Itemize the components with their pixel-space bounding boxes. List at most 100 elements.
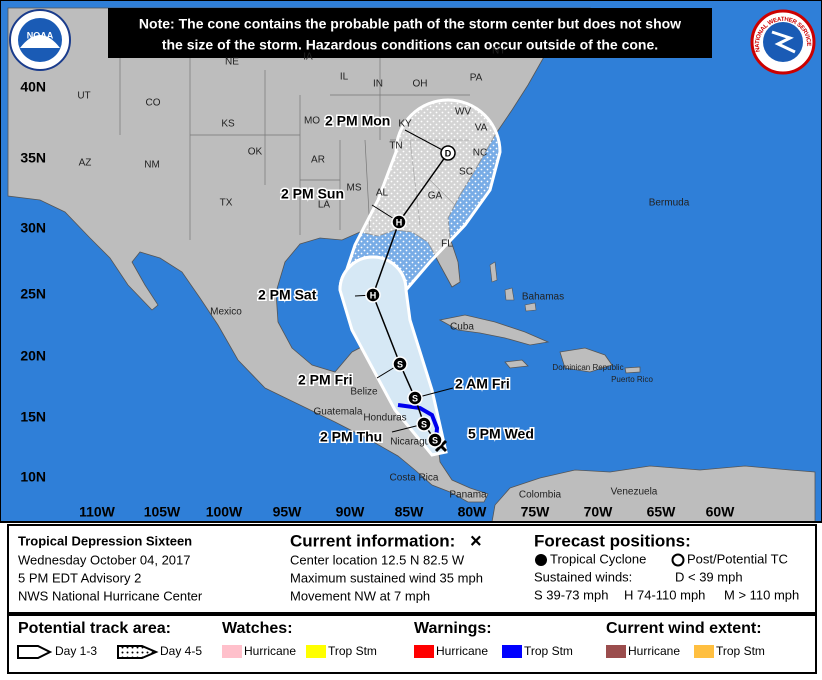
place-label: PA: [470, 73, 483, 84]
nws-logo: [750, 9, 816, 75]
longitude-label: 95W: [273, 504, 303, 520]
track-time-label: 5 PM Wed: [468, 426, 534, 442]
land-south-america: [491, 465, 816, 523]
day-4-5-icon: [117, 645, 159, 659]
place-label: LA: [318, 200, 331, 211]
wind-item: Hurricane: [628, 644, 680, 658]
x-mark: [434, 439, 448, 453]
track-marker-letter: H: [396, 217, 403, 227]
latitude-label: 15N: [20, 409, 46, 425]
place-label: NM: [144, 160, 160, 171]
advisory-date: Wednesday October 04, 2017: [18, 552, 191, 567]
storm-name: Tropical Depression Sixteen: [18, 533, 192, 548]
track-time-label: 2 PM Sun: [281, 186, 344, 202]
latitude-label: 35N: [20, 150, 46, 166]
track-time-label: 2 PM Fri: [298, 372, 352, 388]
track-marker-letter: S: [421, 419, 427, 429]
place-label: MS: [347, 183, 362, 194]
day-4-5-label: Day 4-5: [160, 644, 202, 658]
place-label: Bermuda: [649, 198, 690, 209]
latitude-label: 20N: [20, 348, 46, 364]
track-time-label: 2 PM Sun: [281, 186, 344, 202]
warnings-item: Trop Stm: [524, 644, 573, 658]
wind-item: Trop Stm: [716, 644, 765, 658]
track-marker: [407, 390, 423, 406]
current-line: Movement NW at 7 mph: [290, 588, 430, 603]
track-time-label: 2 AM Fri: [455, 376, 510, 392]
place-label: Guatemala: [314, 407, 363, 418]
place-label: Panama: [449, 490, 487, 501]
longitude-label: 85W: [395, 504, 425, 520]
track-time-label: 2 PM Sat: [258, 287, 317, 303]
info-box: [7, 524, 817, 614]
wind-title: Current wind extent:: [606, 620, 762, 637]
track-marker: [427, 432, 443, 448]
hurricane-warning-swatch: [414, 645, 434, 658]
current-title: Current information:: [290, 531, 455, 550]
place-label: AR: [311, 155, 325, 166]
land-hispaniola: [559, 347, 613, 373]
place-label: KY: [398, 119, 412, 130]
place-label: TN: [389, 141, 402, 152]
latitude-label: 30N: [20, 220, 46, 236]
track-marker: [391, 214, 407, 230]
longitude-label: 100W: [206, 504, 243, 520]
place-label: KS: [221, 119, 235, 130]
land-jamaica: [504, 359, 529, 369]
longitude-label: 75W: [521, 504, 551, 520]
place-label: UT: [77, 91, 90, 102]
latitude-label: 25N: [20, 286, 46, 302]
cone-day-1-3: [338, 255, 448, 457]
current-symbol: ×: [470, 530, 482, 552]
track-area-title: Potential track area:: [18, 620, 171, 637]
advisory-number: 5 PM EDT Advisory 2: [18, 570, 141, 585]
place-label: AZ: [79, 158, 92, 169]
place-label: AL: [376, 188, 389, 199]
place-label: Colombia: [519, 490, 562, 501]
trop-storm-wind-swatch: [694, 645, 714, 658]
track-time-label: 2 AM Fri: [455, 376, 510, 392]
place-label: Honduras: [363, 413, 406, 424]
place-label: NE: [225, 57, 239, 68]
track-marker-letter: H: [370, 290, 377, 300]
land-cuba: [438, 314, 550, 346]
place-label: Cuba: [450, 322, 474, 333]
longitude-label: 70W: [584, 504, 614, 520]
legend-box: [7, 614, 817, 674]
watches-title: Watches:: [222, 620, 293, 637]
note-box: [108, 8, 712, 58]
noaa-logo: [9, 9, 71, 71]
current-line: Maximum sustained wind 35 mph: [290, 570, 483, 585]
place-label: Venezuela: [611, 487, 658, 498]
place-label: IN: [373, 79, 383, 90]
track-marker-letter: S: [432, 435, 438, 445]
longitude-label: 60W: [706, 504, 736, 520]
longitude-label: 80W: [458, 504, 488, 520]
trop-storm-warning-swatch: [502, 645, 522, 658]
place-label: WV: [455, 107, 471, 118]
winds-label: Sustained winds:: [534, 569, 632, 584]
place-label: Bahamas: [522, 292, 564, 303]
hurricane-wind-swatch: [606, 645, 626, 658]
place-label: TX: [220, 198, 233, 209]
day-1-3-icon: [17, 645, 53, 659]
track-time-label: 2 PM Fri: [298, 372, 352, 388]
major-wind: M > 110 mph: [724, 587, 799, 602]
watches-item: Hurricane: [244, 644, 296, 658]
issuing-office: NWS National Hurricane Center: [18, 588, 203, 603]
post-tc-label: Post/Potential TC: [687, 551, 788, 566]
longitude-label: 110W: [79, 504, 116, 520]
track-marker-letter: S: [412, 393, 418, 403]
track-time-label: 2 PM Thu: [320, 429, 382, 445]
trop-storm-warning: [397, 403, 440, 441]
trop-storm-watch-swatch: [306, 645, 326, 658]
depression-wind: D < 39 mph: [675, 569, 743, 584]
track-time-label: 5 PM Wed: [468, 426, 534, 442]
current-line: Center location 12.5 N 82.5 W: [290, 552, 465, 567]
note-line: the size of the storm. Hazardous conditi…: [162, 37, 658, 53]
track-time-label: 2 PM Mon: [325, 113, 390, 129]
place-label: IA: [303, 52, 313, 63]
place-label: Dominican Republic: [552, 363, 623, 372]
